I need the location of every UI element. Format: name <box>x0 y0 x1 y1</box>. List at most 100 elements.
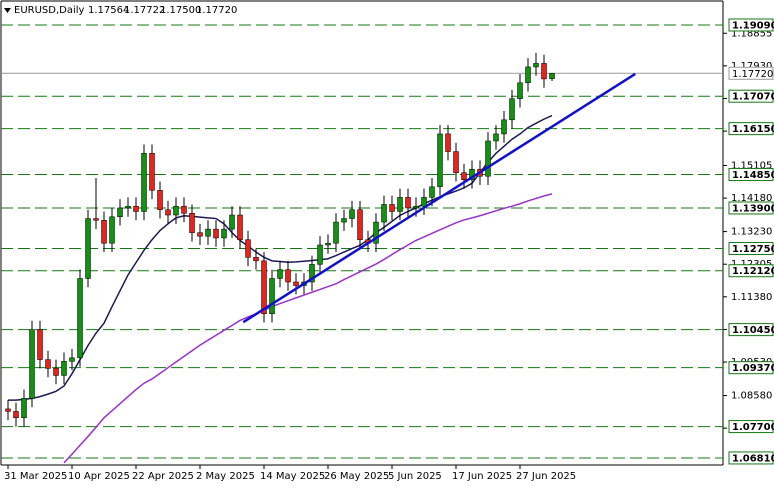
x-tick-label: 14 May 2025 <box>260 471 325 482</box>
level-label: 1.13900 <box>732 203 774 214</box>
candle-body <box>77 278 83 359</box>
candle-body <box>549 73 555 80</box>
level-label: 1.17070 <box>732 92 774 103</box>
candle-body <box>493 133 499 142</box>
candle-body <box>461 172 467 181</box>
level-label-box <box>728 201 774 215</box>
ohlc-open: 1.17564 <box>88 5 129 16</box>
candle-body <box>341 218 347 223</box>
candle-body <box>389 204 395 212</box>
candle-body <box>213 228 219 239</box>
level-label: 1.09370 <box>732 363 774 374</box>
candle-body <box>309 264 315 283</box>
x-tick-label: 2 May 2025 <box>196 471 255 482</box>
x-tick-label: 17 Jun 2025 <box>452 471 512 482</box>
x-tick-label: 27 Jun 2025 <box>516 471 576 482</box>
y-tick-label: 1.13230 <box>731 227 772 238</box>
y-tick-label: 1.08580 <box>731 391 772 402</box>
candle-body <box>197 232 203 237</box>
candle-body <box>349 209 355 219</box>
x-tick-label: 22 Apr 2025 <box>132 471 194 482</box>
level-label: 1.14850 <box>732 170 774 181</box>
candle-body <box>293 281 299 286</box>
y-tick-label: 1.18855 <box>731 28 772 39</box>
level-label-box <box>728 264 774 278</box>
ohlc-low: 1.17500 <box>160 5 201 16</box>
candle-body <box>21 398 27 419</box>
level-label-box <box>728 323 774 337</box>
candle-body <box>149 153 155 191</box>
candle-body <box>85 218 91 279</box>
candle-body <box>541 63 547 80</box>
candle-body <box>93 218 99 221</box>
x-tick-label: 5 Jun 2025 <box>388 471 442 482</box>
collapse-icon <box>4 8 11 13</box>
candle-body <box>165 209 171 216</box>
level-label-box <box>728 89 774 103</box>
level-label: 1.19090 <box>732 20 774 31</box>
candle-body <box>381 204 387 223</box>
candle-body <box>333 221 339 244</box>
candle-body <box>357 209 363 240</box>
level-label: 1.07700 <box>732 422 774 433</box>
candle-body <box>133 205 139 212</box>
level-label-box <box>728 242 774 256</box>
candle-body <box>37 329 43 360</box>
candle-body <box>397 197 403 212</box>
y-tick-label: 1.11380 <box>731 292 772 303</box>
candle-body <box>189 213 195 233</box>
candle-body <box>157 190 163 210</box>
candle-body <box>29 329 35 399</box>
candle-body <box>261 260 267 314</box>
x-tick-label: 31 Mar 2025 <box>4 471 67 482</box>
ohlc-high: 1.17722 <box>124 5 165 16</box>
ohlc-close: 1.17720 <box>196 5 237 16</box>
candle-body <box>269 278 275 314</box>
candle-body <box>5 408 11 412</box>
candle-body <box>61 361 67 376</box>
x-tick-label: 26 May 2025 <box>324 471 389 482</box>
candle-body <box>517 82 523 99</box>
y-tick-label: 1.14180 <box>731 193 772 204</box>
candle-body <box>437 133 443 188</box>
candle-body <box>237 214 243 240</box>
candle-body <box>245 239 251 258</box>
candle-body <box>117 207 123 218</box>
candle-body <box>229 214 235 230</box>
candle-body <box>485 140 491 177</box>
current-price-label: 1.17720 <box>732 69 773 80</box>
candle-body <box>277 269 283 279</box>
moving-average <box>63 193 553 464</box>
level-label-box <box>728 122 774 136</box>
level-label: 1.12750 <box>732 244 774 255</box>
candle-body <box>509 98 515 121</box>
x-tick-label: 10 Apr 2025 <box>68 471 130 482</box>
candle-body <box>125 205 131 209</box>
candle-body <box>101 220 107 244</box>
candle-body <box>453 151 459 173</box>
candle-body <box>373 221 379 244</box>
trendline <box>242 72 636 324</box>
candle-body <box>109 216 115 244</box>
level-label-box <box>728 18 774 32</box>
y-tick-label: 1.17930 <box>731 61 772 72</box>
candle-body <box>533 63 539 68</box>
current-price-box <box>728 66 774 80</box>
level-label-box <box>728 451 774 465</box>
level-label-box <box>728 420 774 434</box>
level-label-box <box>728 167 774 181</box>
level-label: 1.10450 <box>732 325 774 336</box>
candle-body <box>53 368 59 376</box>
candle-body <box>13 411 19 419</box>
candle-body <box>525 66 531 84</box>
level-label: 1.16150 <box>732 124 774 135</box>
candle-body <box>445 133 451 152</box>
candle-body <box>405 197 411 209</box>
level-label: 1.12120 <box>732 266 774 277</box>
candle-body <box>45 359 51 369</box>
y-tick-label: 1.15105 <box>731 160 772 171</box>
level-label-box <box>728 361 774 375</box>
